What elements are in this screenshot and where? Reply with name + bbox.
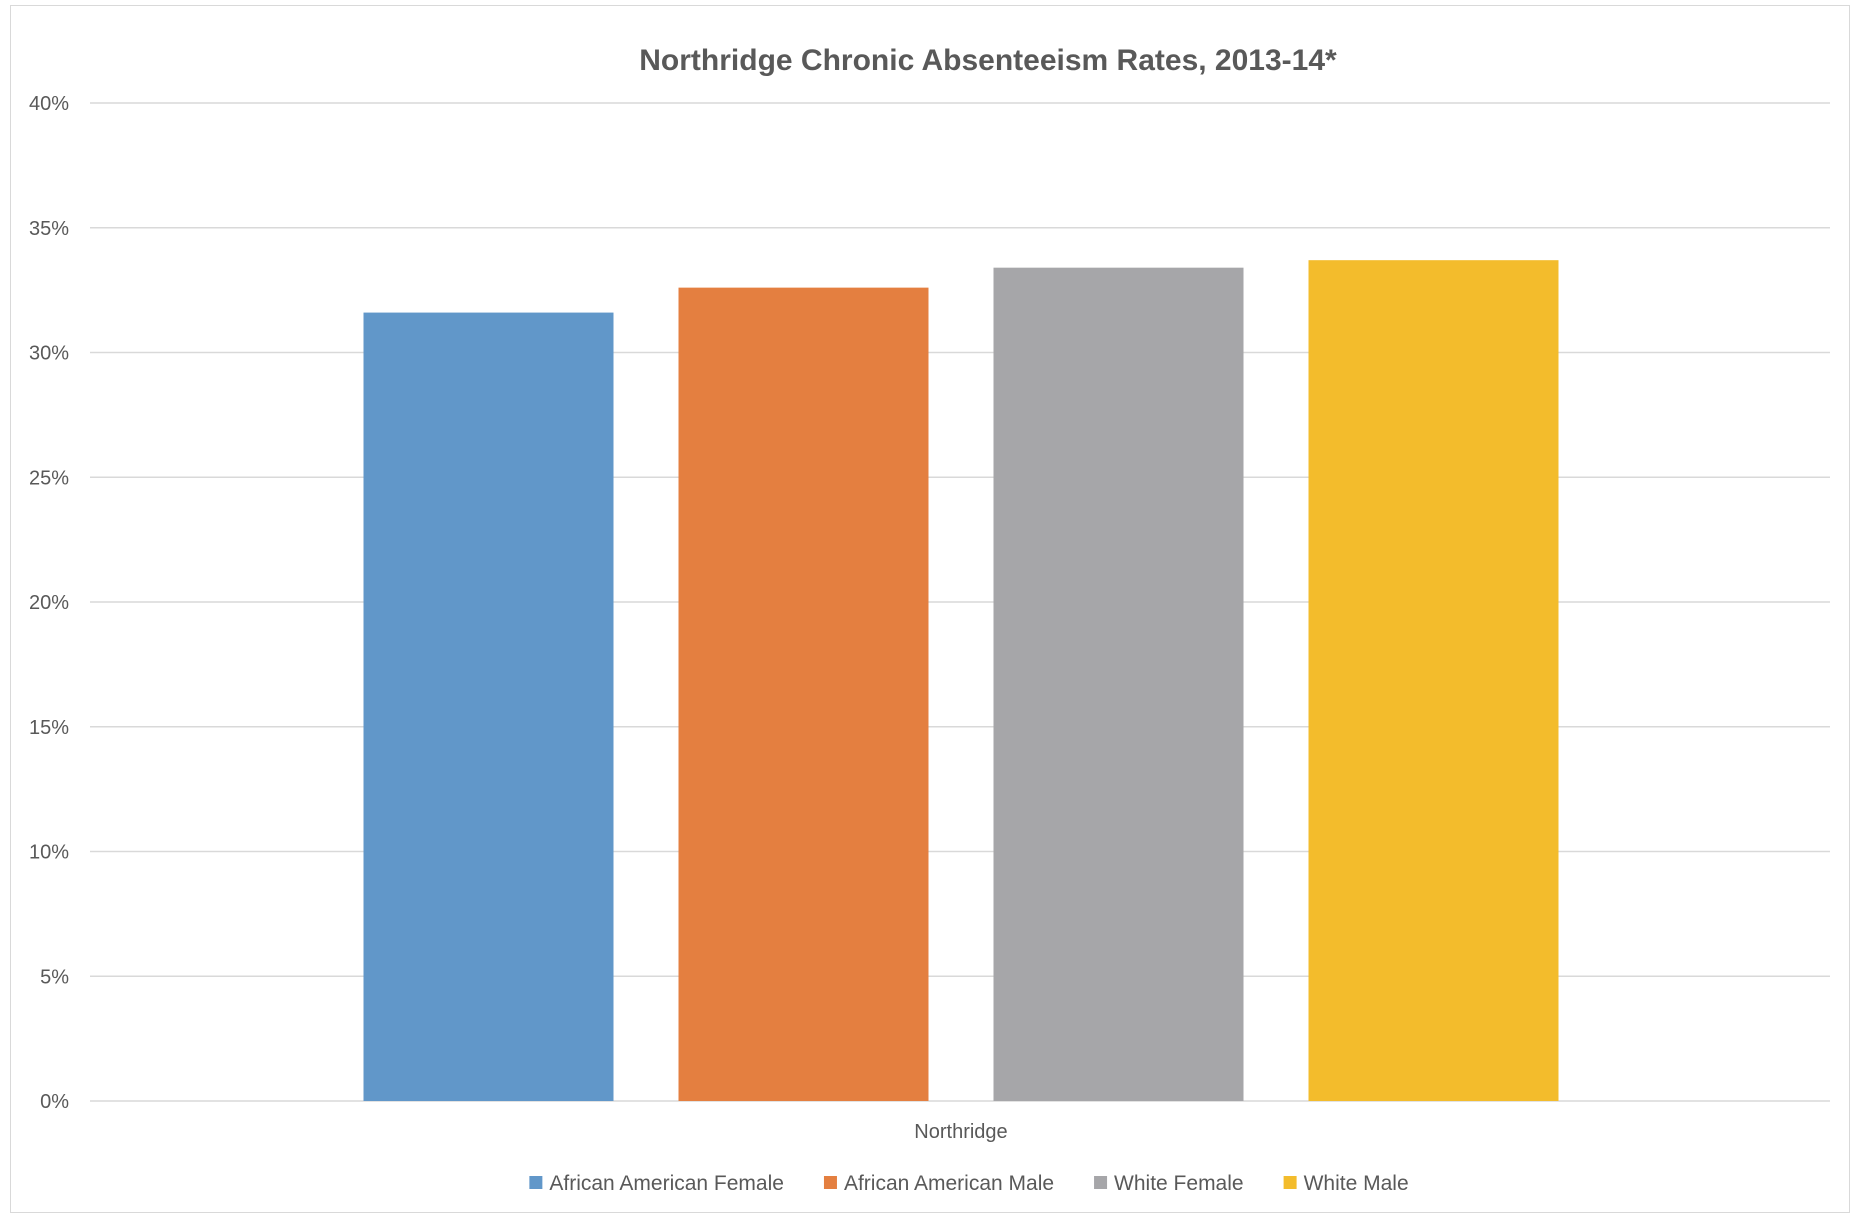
bar-white-female bbox=[993, 267, 1244, 1101]
legend-swatch bbox=[823, 1176, 837, 1189]
legend-swatch bbox=[1094, 1176, 1108, 1189]
y-axis-ticks: 0% 5% 10% 15% 20% 25% 30% 35% 40% bbox=[29, 93, 69, 1113]
y-tick-label: 5% bbox=[40, 966, 69, 988]
legend-item: White Male bbox=[1283, 1172, 1409, 1195]
y-tick-label: 15% bbox=[29, 717, 69, 739]
x-category-label: Northridge bbox=[914, 1121, 1007, 1143]
bar-african-american-male bbox=[678, 287, 929, 1101]
bar-white-male bbox=[1308, 260, 1559, 1101]
legend-label: African American Male bbox=[844, 1172, 1054, 1195]
bar-african-american-female bbox=[363, 312, 614, 1102]
x-axis-categories: Northridge bbox=[914, 1121, 1007, 1143]
y-tick-label: 40% bbox=[29, 93, 69, 115]
chart-title: Northridge Chronic Absenteeism Rates, 20… bbox=[639, 44, 1337, 77]
y-tick-label: 10% bbox=[29, 842, 69, 864]
legend-item: African American Male bbox=[823, 1172, 1054, 1195]
gridlines bbox=[90, 102, 1830, 1102]
legend-item: African American Female bbox=[529, 1172, 784, 1195]
legend-swatch bbox=[529, 1176, 543, 1189]
bars bbox=[363, 260, 1559, 1102]
legend-label: White Male bbox=[1304, 1172, 1409, 1195]
legend-label: White Female bbox=[1114, 1172, 1244, 1195]
y-tick-label: 20% bbox=[29, 592, 69, 614]
y-tick-label: 0% bbox=[40, 1091, 69, 1113]
legend: African American Female African American … bbox=[529, 1172, 1409, 1195]
legend-swatch bbox=[1283, 1176, 1297, 1189]
y-tick-label: 35% bbox=[29, 218, 69, 240]
legend-item: White Female bbox=[1094, 1172, 1244, 1195]
legend-label: African American Female bbox=[549, 1172, 784, 1195]
y-tick-label: 25% bbox=[29, 467, 69, 489]
y-tick-label: 30% bbox=[29, 343, 69, 365]
